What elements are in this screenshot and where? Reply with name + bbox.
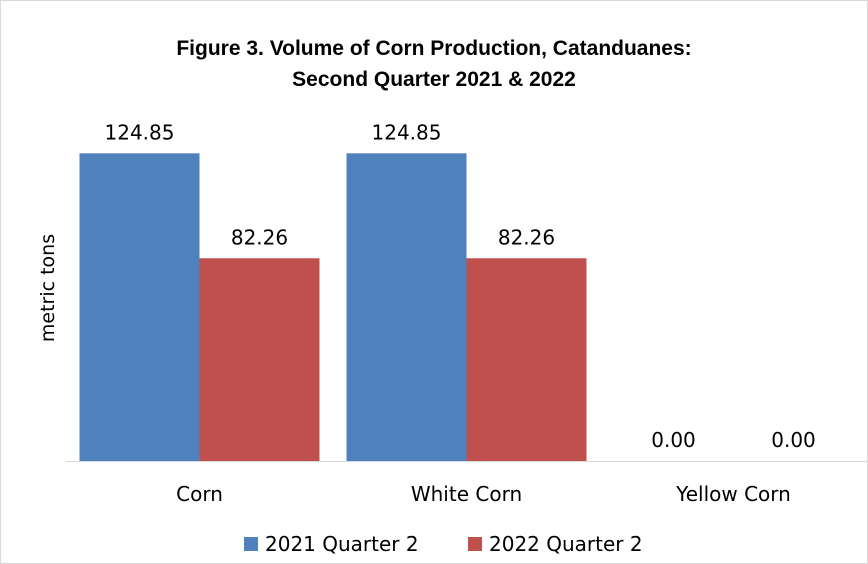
plot-area: 124.85 82.26 Corn 124.85 82.26 White Corn 0.00…	[66, 120, 867, 506]
chart-title-line-2: Second Quarter 2021 & 2022	[292, 68, 576, 91]
x-tick-label: Yellow Corn	[675, 482, 791, 506]
bar-corn-series-1	[79, 153, 200, 461]
data-label-white-corn-series-2: 82.26	[498, 225, 555, 249]
y-axis-title: metric tons	[37, 234, 59, 342]
legend-label-series-2: 2022 Quarter 2	[489, 532, 643, 556]
chart-title-line-1: Figure 3. Volume of Corn Production, Cat…	[176, 37, 691, 60]
bar-white-corn-series-2	[466, 258, 587, 461]
x-tick-label: Corn	[176, 482, 223, 506]
data-label-corn-series-1: 124.85	[105, 120, 175, 144]
bar-white-corn-series-1	[346, 153, 467, 461]
legend: 2021 Quarter 2 2022 Quarter 2	[244, 532, 643, 556]
x-tick-label: White Corn	[411, 482, 522, 506]
legend-swatch-series-2	[468, 537, 482, 551]
legend-label-series-1: 2021 Quarter 2	[265, 532, 419, 556]
data-label-corn-series-2: 82.26	[231, 225, 288, 249]
data-label-white-corn-series-1: 124.85	[372, 120, 442, 144]
data-label-yellow-corn-series-1: 0.00	[651, 428, 696, 452]
data-label-yellow-corn-series-2: 0.00	[771, 428, 816, 452]
bar-corn-series-2	[199, 258, 320, 461]
legend-swatch-series-1	[244, 537, 258, 551]
